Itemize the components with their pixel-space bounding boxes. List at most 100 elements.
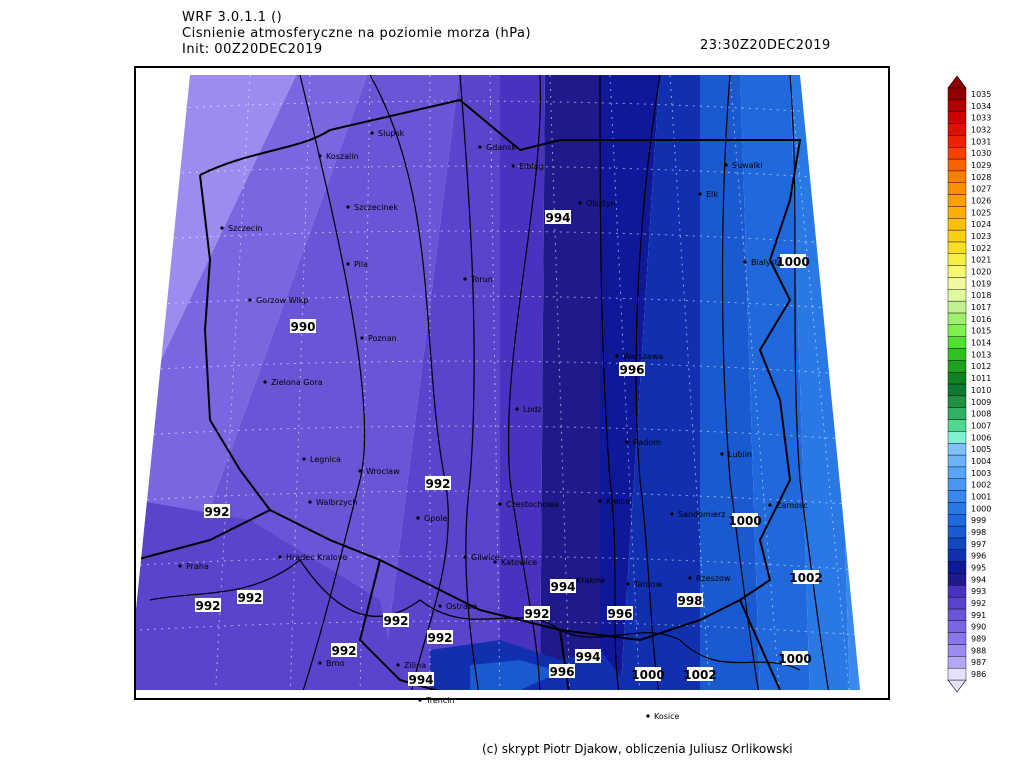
contour-label-bg (545, 210, 571, 224)
colorbar-swatch (947, 241, 967, 254)
contour-label-bg (677, 593, 703, 607)
contour-label: 990 (290, 320, 315, 334)
colorbar-label: 1009 (971, 398, 991, 407)
colorbar-swatch (947, 289, 967, 302)
colorbar-label: 1007 (971, 421, 991, 430)
contour-label-bg (331, 643, 357, 657)
colorbar-swatch (947, 300, 967, 314)
colorbar-label: 1000 (971, 504, 991, 513)
city-label: Hradec Kralove (286, 553, 347, 562)
colorbar-swatch (947, 336, 967, 349)
colorbar-swatch (947, 324, 967, 337)
city-label: Zamosc (776, 501, 808, 510)
contour-label-bg (782, 651, 808, 665)
colorbar-swatch (947, 585, 967, 598)
contour-label: 992 (331, 644, 356, 658)
city-label: Zilina (404, 661, 426, 670)
borders (135, 98, 802, 690)
city-label: Walbrzych (316, 498, 357, 507)
colorbar-label: 1002 (971, 481, 991, 490)
colorbar-swatch (947, 407, 967, 420)
contour-label-bg (732, 513, 758, 527)
pressure-band (740, 75, 810, 690)
city-marker (416, 516, 420, 520)
city-marker (346, 262, 350, 266)
colorbar-label: 1013 (971, 350, 991, 359)
city-marker (318, 154, 322, 158)
colorbar-swatch (947, 395, 967, 408)
colorbar-swatch (947, 620, 967, 633)
colorbar-label: 1023 (971, 232, 991, 241)
contour-label-bg (687, 667, 713, 681)
city-label: Katowice (501, 558, 537, 567)
colorbar-label: 1008 (971, 410, 991, 419)
colorbar-label: 1020 (971, 268, 991, 277)
map-frame (134, 66, 890, 700)
contour-label: 992 (425, 477, 450, 491)
colorbar-label: 996 (971, 552, 986, 561)
colorbar-swatch (947, 253, 967, 266)
contour-label: 1002 (683, 668, 716, 682)
colorbar-swatch (947, 656, 967, 669)
colorbar-label: 998 (971, 528, 986, 537)
city-label: Olsztyn (586, 199, 616, 208)
city-label: Elblag (519, 162, 544, 171)
contour-label-bg (780, 254, 806, 268)
colorbar-swatch (947, 218, 967, 231)
city-label: Koszalin (326, 152, 359, 161)
contour-label-bg (550, 579, 576, 593)
colorbar-label: 991 (971, 611, 986, 620)
city-marker (478, 145, 482, 149)
contour-label: 1002 (789, 571, 822, 585)
city-label: Wroclaw (366, 467, 400, 476)
cities: Slupsk Koszalin Gdansk Elblag Suwalki Elk Olsz… (178, 129, 823, 721)
pressure-band (620, 75, 700, 690)
city-marker (220, 226, 224, 230)
city-marker (598, 499, 602, 503)
contour-label: 1000 (776, 255, 809, 269)
colorbar-swatch (947, 608, 967, 622)
colorbar-label: 993 (971, 587, 986, 596)
city-label: Szczecin (228, 224, 263, 233)
city-label: Bialystok (751, 258, 788, 267)
contour-label: 992 (427, 631, 452, 645)
colorbar-swatch (947, 158, 967, 172)
city-marker (578, 201, 582, 205)
colorbar-label: 1006 (971, 433, 991, 442)
city-label: Ostrava (446, 602, 478, 611)
city-label: Szczecinek (354, 203, 398, 212)
colorbar-label: 1029 (971, 161, 991, 170)
city-label: Rzeszow (696, 574, 731, 583)
colorbar-label: 1026 (971, 196, 991, 205)
city-label: Gliwice (471, 553, 500, 562)
contour-label-bg (635, 667, 661, 681)
contour-label-bg (425, 476, 451, 490)
colorbar-swatch (947, 87, 967, 101)
contour-label-bg (575, 649, 601, 663)
city-label: Slupsk (378, 129, 405, 138)
city-label: Kielce (606, 497, 630, 506)
colorbar-label: 987 (971, 658, 986, 667)
colorbar-label: 1019 (971, 279, 991, 288)
city-label: Radom (633, 438, 661, 447)
colorbar-swatch (947, 490, 967, 503)
city-marker (308, 500, 312, 504)
city-marker (438, 604, 442, 608)
colorbar-label: 990 (971, 623, 986, 632)
city-label: Tarnow (633, 580, 663, 589)
colorbar-swatch (947, 454, 967, 468)
city-label: Czestochowa (506, 500, 559, 509)
colorbar-label: 995 (971, 564, 986, 573)
colorbar-swatch (947, 135, 967, 148)
colorbar-label: 1003 (971, 469, 991, 478)
city-marker (370, 131, 374, 135)
contour-label-bg (793, 570, 819, 584)
city-label: Zielona Gora (271, 378, 323, 387)
colorbar-label: 1022 (971, 244, 991, 253)
colorbar-swatch (947, 514, 967, 527)
contour-label-bg (549, 664, 575, 678)
contour-label: 992 (237, 591, 262, 605)
colorbar-swatch (947, 466, 967, 479)
colorbar-swatch (947, 111, 967, 124)
